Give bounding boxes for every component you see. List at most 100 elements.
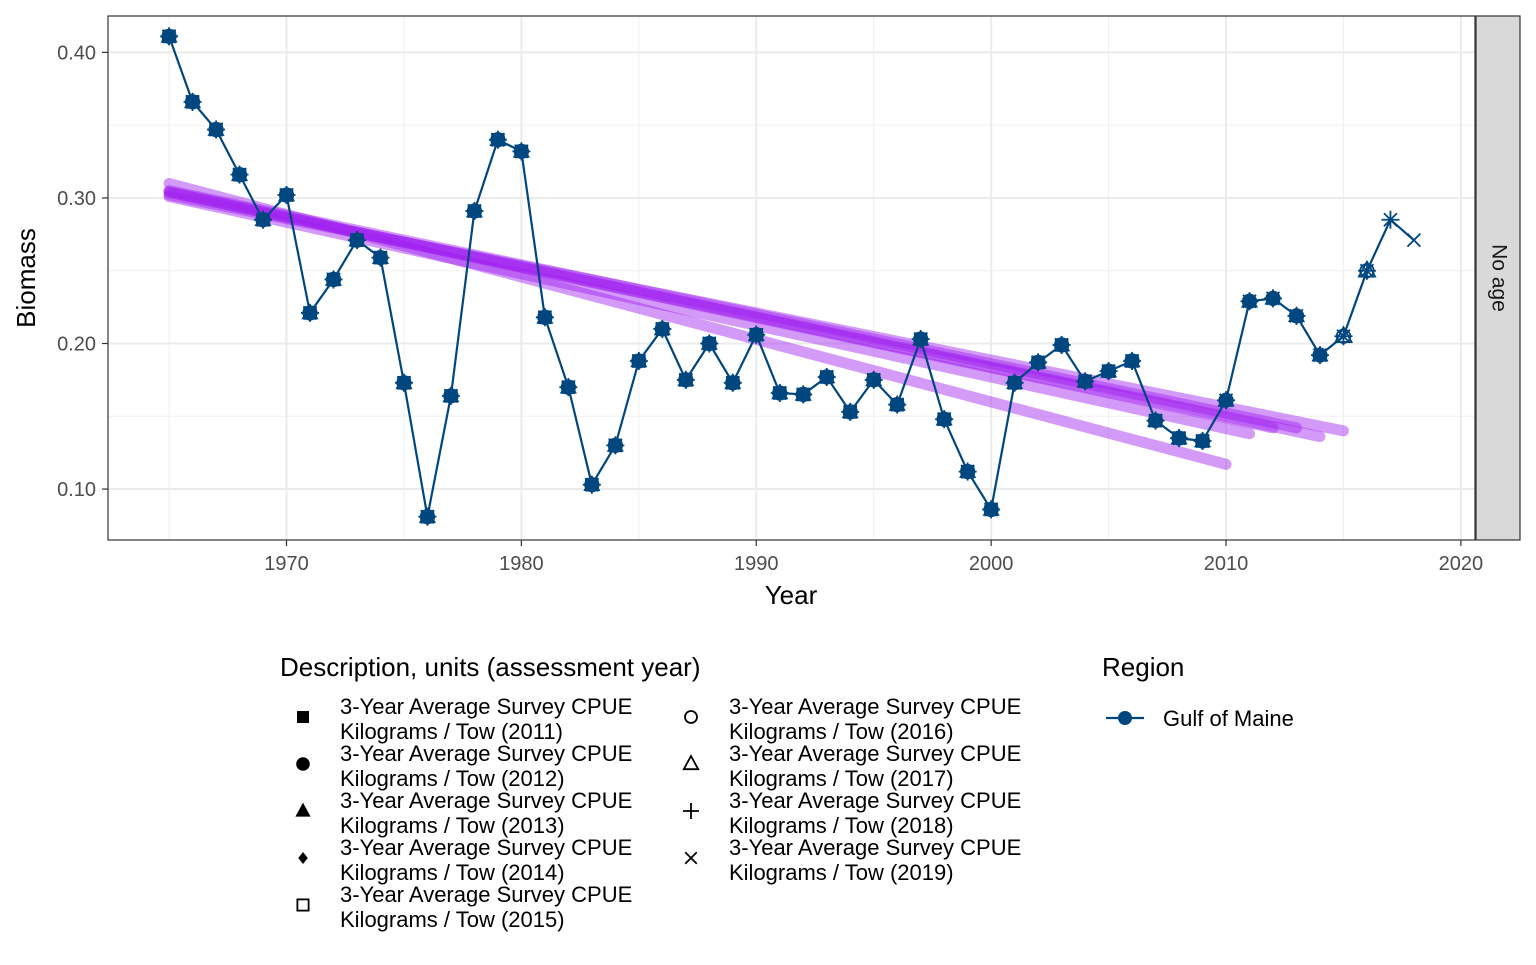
marker-asterisk [1240,292,1259,311]
data-point [958,462,977,481]
y-tick-label: 0.10 [57,479,96,501]
marker-asterisk [935,410,954,429]
marker-asterisk [747,325,766,344]
marker-asterisk [1357,261,1376,280]
marker-asterisk [277,186,296,205]
legend-label-line1: 3-Year Average Survey CPUE [729,835,1021,860]
legend-label-line1: 3-Year Average Survey CPUE [340,788,632,813]
marker-cross [1406,233,1422,248]
marker-asterisk [1193,432,1212,451]
data-point [794,384,813,404]
marker-asterisk [160,27,179,46]
legend-label-line2: Kilograms / Tow (2011) [340,719,563,744]
data-point [1029,352,1048,372]
marker-asterisk [254,210,273,229]
legend-key-diamond-filled [298,852,308,864]
marker-asterisk [864,370,883,389]
region-key-point [1118,711,1132,725]
marker-asterisk [723,373,742,392]
description-legend-title: Description, units (assessment year) [280,652,700,682]
panel-background [108,16,1475,540]
data-point [582,475,601,494]
legend-label-line2: Kilograms / Tow (2018) [729,813,954,838]
legend-label-line1: 3-Year Average Survey CPUE [729,741,1021,766]
facet-strip-background [1475,15,1521,541]
data-point [183,92,202,111]
data-point [230,165,249,184]
data-point [300,303,319,322]
legend-key-circle-filled [296,757,310,771]
marker-asterisk [394,373,413,392]
data-point [606,435,625,455]
marker-asterisk [1264,289,1282,308]
data-point [747,325,766,344]
data-point [1264,288,1282,308]
data-point [676,370,695,389]
marker-asterisk [300,303,319,322]
trend-lines [163,177,1349,470]
data-point [1287,306,1306,325]
data-point [394,373,413,392]
data-point [653,319,672,338]
x-tick-label: 1990 [734,553,779,575]
legend-label-line1: 3-Year Average Survey CPUE [729,694,1021,719]
x-tick-label: 2010 [1204,553,1249,575]
trend-line-2014 [163,185,1302,434]
marker-asterisk [230,165,249,184]
marker-asterisk [1005,373,1024,392]
legend-label-line2: Kilograms / Tow (2014) [340,860,565,885]
data-point [1240,291,1259,311]
trend-line-2013 [163,186,1279,434]
x-tick-label: 2000 [969,553,1014,575]
data-point [465,201,484,221]
data-point [1406,233,1422,248]
data-point [277,185,296,205]
legend-key-cross [684,851,698,865]
marker-asterisk [207,120,226,139]
marker-asterisk [324,270,343,289]
data-point [488,130,507,149]
y-tick-label: 0.40 [57,42,96,64]
marker-asterisk [770,383,789,402]
marker-asterisk [1099,362,1118,381]
marker-asterisk [911,330,930,349]
region-legend-item: Gulf of Maine [1106,706,1294,731]
marker-asterisk [1381,210,1400,229]
data-point [371,248,390,267]
marker-asterisk [347,231,366,250]
marker-asterisk [888,395,907,414]
data-point [512,141,531,161]
marker-asterisk [488,130,507,149]
data-point [817,367,836,386]
marker-asterisk [700,334,719,353]
marker-asterisk [841,402,860,421]
trend-line-2015 [163,186,1326,443]
marker-asterisk [653,319,672,338]
panel-border [107,15,1476,541]
facet-label: No age [1487,244,1510,312]
legend-label-line1: 3-Year Average Survey CPUE [340,882,632,907]
data-point [1310,345,1329,365]
data-point [1076,371,1095,391]
region-legend-title: Region [1102,652,1184,682]
marker-asterisk [1310,346,1329,365]
data-point [418,507,437,526]
marker-asterisk [535,308,554,327]
marker-asterisk [559,378,578,397]
data-point [982,499,1001,519]
data-point [911,329,930,349]
legend-label-line2: Kilograms / Tow (2019) [729,860,954,885]
marker-asterisk [1287,306,1306,325]
marker-asterisk [817,367,836,386]
legend-key-triangle-filled [295,802,311,817]
data-point [864,370,883,389]
data-point [1123,351,1142,370]
data-point [1217,390,1236,410]
x-tick-label: 1970 [264,553,309,575]
data-point [935,409,954,429]
marker-asterisk [1123,351,1142,370]
marker-asterisk [418,507,437,526]
